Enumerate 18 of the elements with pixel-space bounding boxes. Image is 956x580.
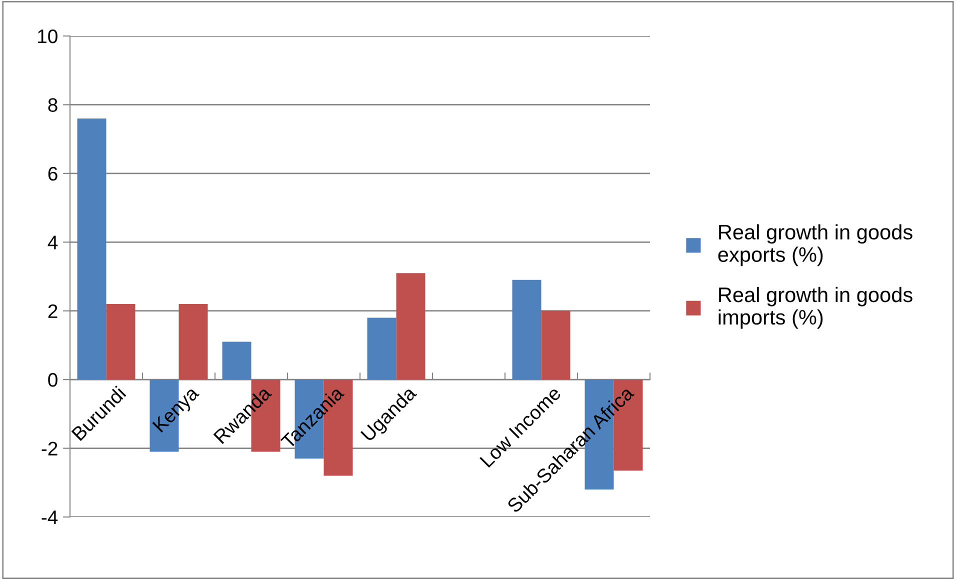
bar [396, 273, 426, 380]
bar [178, 304, 208, 380]
bar [541, 310, 570, 380]
bar [512, 280, 542, 380]
y-tick-label: 2 [48, 304, 58, 318]
bar [222, 342, 252, 380]
y-tick-label: 0 [48, 373, 58, 387]
legend-label: Real growth in goods imports (%) [718, 286, 912, 329]
y-tick-label: 6 [48, 166, 58, 181]
bar [367, 318, 396, 380]
y-tick-label: 8 [48, 98, 58, 112]
legend-label: Real growth in goods exports (%) [718, 224, 912, 266]
y-tick-label: 4 [48, 236, 58, 250]
bar [106, 304, 136, 380]
y-tick-label: 10 [38, 29, 58, 44]
bar [77, 118, 106, 380]
y-tick-label: -4 [42, 510, 58, 524]
y-tick-label: -2 [42, 442, 58, 456]
